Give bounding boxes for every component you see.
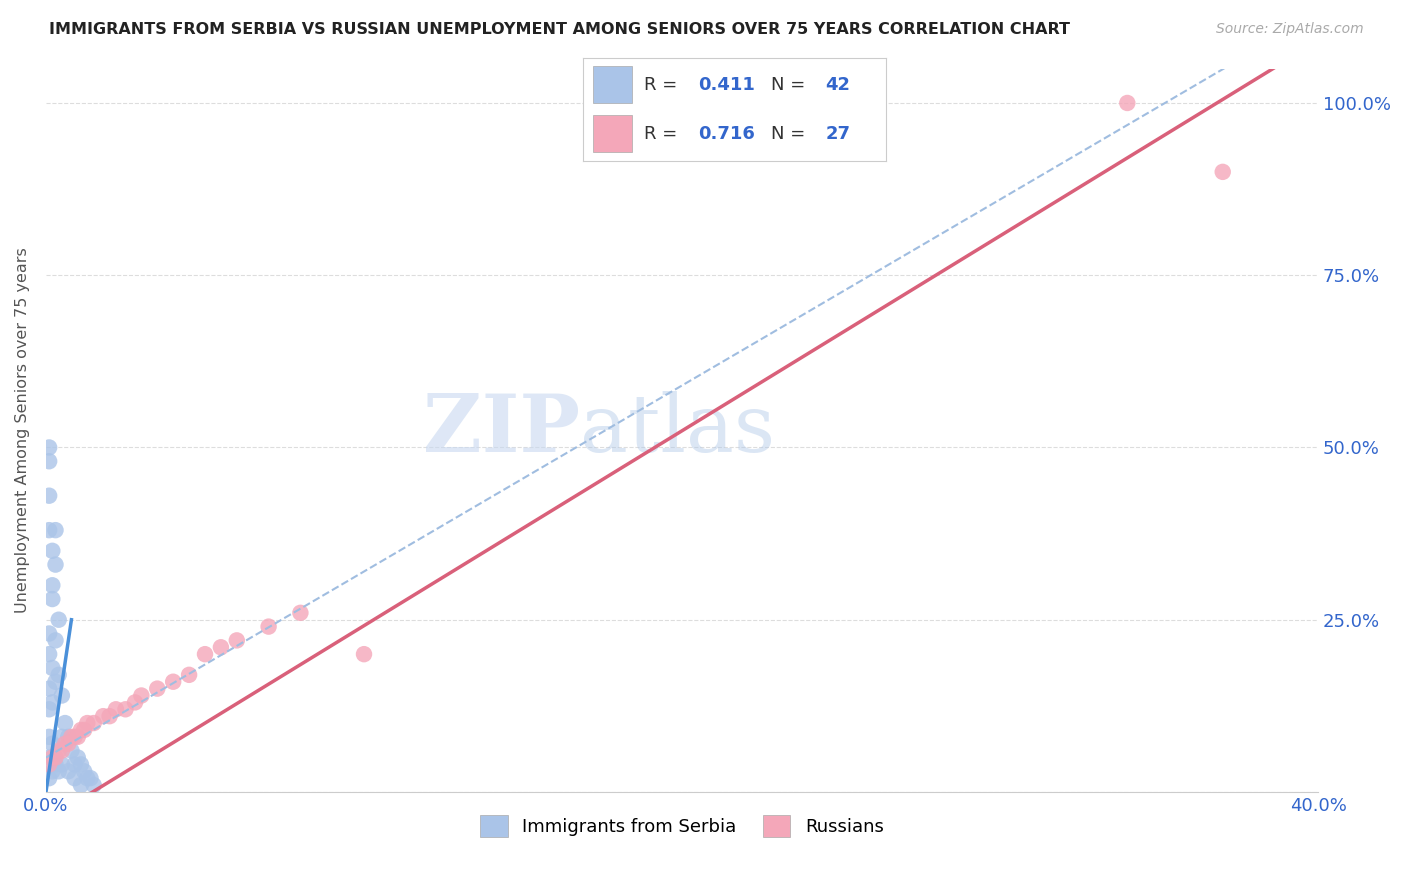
Point <box>38 681 60 696</box>
Point <box>66 750 89 764</box>
Point <box>177 668 200 682</box>
Point <box>53 716 76 731</box>
Point <box>44 633 66 648</box>
Point <box>41 661 63 675</box>
Point <box>76 771 98 785</box>
Point <box>41 737 63 751</box>
Text: 0.411: 0.411 <box>699 76 755 94</box>
Text: N =: N = <box>770 125 811 143</box>
Point <box>114 702 136 716</box>
Point <box>51 730 73 744</box>
Point <box>48 744 70 758</box>
Point <box>73 764 96 779</box>
Point <box>38 523 60 537</box>
Point <box>48 764 70 779</box>
Point <box>38 730 60 744</box>
Text: 27: 27 <box>825 125 851 143</box>
Point <box>48 613 70 627</box>
Point <box>38 454 60 468</box>
Point <box>51 744 73 758</box>
Point <box>44 558 66 572</box>
Point <box>225 633 247 648</box>
Point <box>41 764 63 779</box>
Point <box>353 647 375 661</box>
Point <box>38 750 60 764</box>
Point <box>51 689 73 703</box>
Point <box>58 737 80 751</box>
Point <box>104 702 127 716</box>
Legend: Immigrants from Serbia, Russians: Immigrants from Serbia, Russians <box>474 808 891 845</box>
Text: atlas: atlas <box>581 392 775 469</box>
Point <box>290 606 312 620</box>
Point <box>58 764 80 779</box>
Point <box>83 778 105 792</box>
Point <box>38 771 60 785</box>
Point <box>194 647 217 661</box>
Text: 0.716: 0.716 <box>699 125 755 143</box>
Point <box>70 778 93 792</box>
Point <box>41 544 63 558</box>
Point <box>124 695 146 709</box>
Point <box>41 750 63 764</box>
Point <box>38 647 60 661</box>
Point <box>44 757 66 772</box>
Point <box>76 716 98 731</box>
Text: ZIP: ZIP <box>423 392 581 469</box>
Point <box>63 771 86 785</box>
Point <box>91 709 114 723</box>
Point <box>63 730 86 744</box>
Point <box>73 723 96 737</box>
Point <box>209 640 232 655</box>
FancyBboxPatch shape <box>592 66 631 103</box>
Point <box>70 757 93 772</box>
Point <box>38 702 60 716</box>
Point <box>83 716 105 731</box>
FancyBboxPatch shape <box>592 115 631 153</box>
Point <box>44 674 66 689</box>
Point <box>38 626 60 640</box>
Point <box>58 730 80 744</box>
Text: N =: N = <box>770 76 811 94</box>
Point <box>146 681 169 696</box>
Point <box>60 744 83 758</box>
Point <box>38 489 60 503</box>
Point <box>38 441 60 455</box>
Point <box>60 730 83 744</box>
Text: 42: 42 <box>825 76 851 94</box>
Point <box>44 523 66 537</box>
Text: Source: ZipAtlas.com: Source: ZipAtlas.com <box>1216 22 1364 37</box>
Point <box>51 757 73 772</box>
Point <box>1212 165 1234 179</box>
Point <box>38 757 60 772</box>
Point <box>257 619 280 633</box>
Point <box>131 689 153 703</box>
Text: IMMIGRANTS FROM SERBIA VS RUSSIAN UNEMPLOYMENT AMONG SENIORS OVER 75 YEARS CORRE: IMMIGRANTS FROM SERBIA VS RUSSIAN UNEMPL… <box>49 22 1070 37</box>
Y-axis label: Unemployment Among Seniors over 75 years: Unemployment Among Seniors over 75 years <box>15 247 30 613</box>
Point <box>44 750 66 764</box>
Point <box>41 695 63 709</box>
Point <box>79 771 101 785</box>
Point <box>48 668 70 682</box>
Point <box>41 578 63 592</box>
Point <box>98 709 121 723</box>
Text: R =: R = <box>644 76 683 94</box>
Point <box>1116 95 1139 110</box>
Point <box>53 737 76 751</box>
Point <box>162 674 184 689</box>
Text: R =: R = <box>644 125 683 143</box>
Point <box>41 592 63 607</box>
Point <box>63 757 86 772</box>
Point <box>70 723 93 737</box>
Point <box>66 730 89 744</box>
